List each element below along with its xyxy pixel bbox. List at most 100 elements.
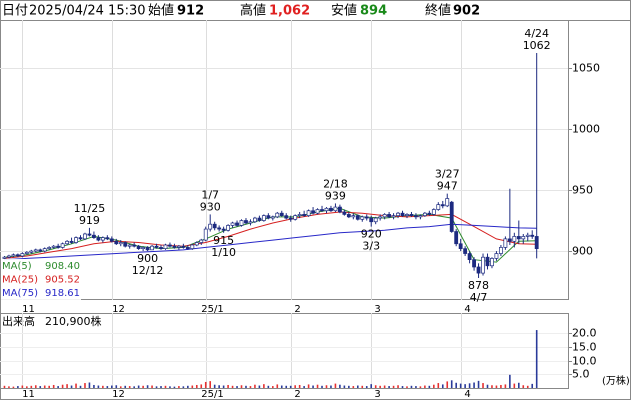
candle-body <box>118 242 123 245</box>
volume-bar <box>280 385 283 388</box>
volume-bar <box>285 385 288 388</box>
volume-bar <box>240 385 243 388</box>
volume-bar <box>446 381 449 388</box>
candle-body <box>65 240 70 245</box>
candle-body <box>51 245 56 248</box>
y-tick-label: 1050 <box>572 62 600 75</box>
candle-body <box>324 207 329 212</box>
candle-body <box>109 238 114 242</box>
candle-body <box>467 253 472 261</box>
candle-body <box>181 245 186 248</box>
close-label: 終値 <box>425 3 451 19</box>
y-tick-label: 900 <box>572 245 593 258</box>
volume-bar <box>178 386 180 388</box>
volume-bar <box>406 386 408 388</box>
candle-body <box>378 216 383 219</box>
candle-body <box>83 233 87 240</box>
candle-body <box>257 217 262 221</box>
volume-bar <box>88 382 91 388</box>
candle-body <box>405 214 409 216</box>
candle-body <box>100 237 105 241</box>
candle-body <box>176 245 181 248</box>
volume-bar <box>321 385 323 388</box>
candle-body <box>382 214 387 218</box>
candle-body <box>431 209 436 215</box>
volume-bar <box>169 386 171 388</box>
y-tick-label: 1000 <box>572 123 600 136</box>
candle-body <box>261 215 266 221</box>
annotation-date: 1/7 <box>201 188 219 201</box>
annotation-date: 4/7 <box>470 291 488 304</box>
open-value: 912 <box>177 4 204 19</box>
candle-body <box>409 214 414 216</box>
volume-bar <box>222 385 225 388</box>
legend-name: MA(5) <box>2 261 32 272</box>
volume-bar <box>495 385 498 388</box>
candle-body <box>329 207 333 212</box>
low-label: 安値 <box>331 3 357 19</box>
candle-body <box>136 245 141 249</box>
volume-bar <box>21 385 24 388</box>
candle-body <box>24 251 29 254</box>
volume-bar <box>388 386 390 388</box>
candle-body <box>306 210 311 216</box>
volume-bar <box>115 385 118 388</box>
candle-body <box>7 255 11 258</box>
candle-body <box>212 223 217 229</box>
x-tick-label: 11 <box>22 389 35 400</box>
legend-name: MA(25) <box>2 275 38 286</box>
annotation-price: 939 <box>325 189 346 202</box>
candle-body <box>248 221 253 224</box>
legend-name: MA(75) <box>2 288 38 299</box>
volume-panel <box>0 313 569 389</box>
volume-bar <box>236 386 238 388</box>
candle-body <box>427 212 432 215</box>
candle-body <box>516 236 521 240</box>
volume-bar <box>128 386 131 388</box>
date: 2025/04/24 15:30 <box>29 4 146 19</box>
volume-bar <box>102 385 104 388</box>
volume-bar <box>424 385 426 388</box>
candle-body <box>47 247 52 249</box>
candle-body <box>481 256 485 274</box>
volume-bar <box>298 384 301 388</box>
annotation-date: 4/24 <box>524 27 549 40</box>
high-value: 1,062 <box>269 4 310 19</box>
annotation-price: 919 <box>79 214 100 227</box>
annotation-price: 915 <box>213 234 234 247</box>
candle-body <box>414 215 418 218</box>
candle-body <box>463 248 468 254</box>
volume-tick-label: 5.0 <box>572 368 590 381</box>
candle-body <box>217 227 222 230</box>
volume-bar <box>343 385 346 388</box>
candle-body <box>239 220 244 226</box>
candle-body <box>78 237 83 240</box>
x-tick-label: 11 <box>22 304 35 315</box>
candle-body <box>490 258 494 267</box>
candle-body <box>476 266 481 274</box>
volume-bar <box>254 384 256 388</box>
candle-body <box>132 244 137 247</box>
candle-body <box>33 249 38 252</box>
candle-body <box>436 204 441 210</box>
candle-body <box>369 217 374 223</box>
volume-bar <box>258 385 261 388</box>
candle-body <box>498 247 503 254</box>
volume-bar <box>330 385 332 388</box>
volume-bar <box>374 385 377 388</box>
volume-bar <box>151 385 153 388</box>
candle-body <box>364 216 369 219</box>
candle-body <box>449 201 454 232</box>
x-tick-label: 12 <box>112 389 125 400</box>
volume-bar <box>52 384 55 388</box>
candle-body <box>226 225 231 231</box>
volume-bar <box>48 385 50 388</box>
legend-value: 908.40 <box>45 261 80 272</box>
candle-body <box>396 212 400 216</box>
candle-body <box>199 239 204 243</box>
candle-body <box>29 250 34 253</box>
candle-body <box>333 206 338 212</box>
volume-bar <box>249 386 252 388</box>
volume-bar <box>191 385 194 388</box>
